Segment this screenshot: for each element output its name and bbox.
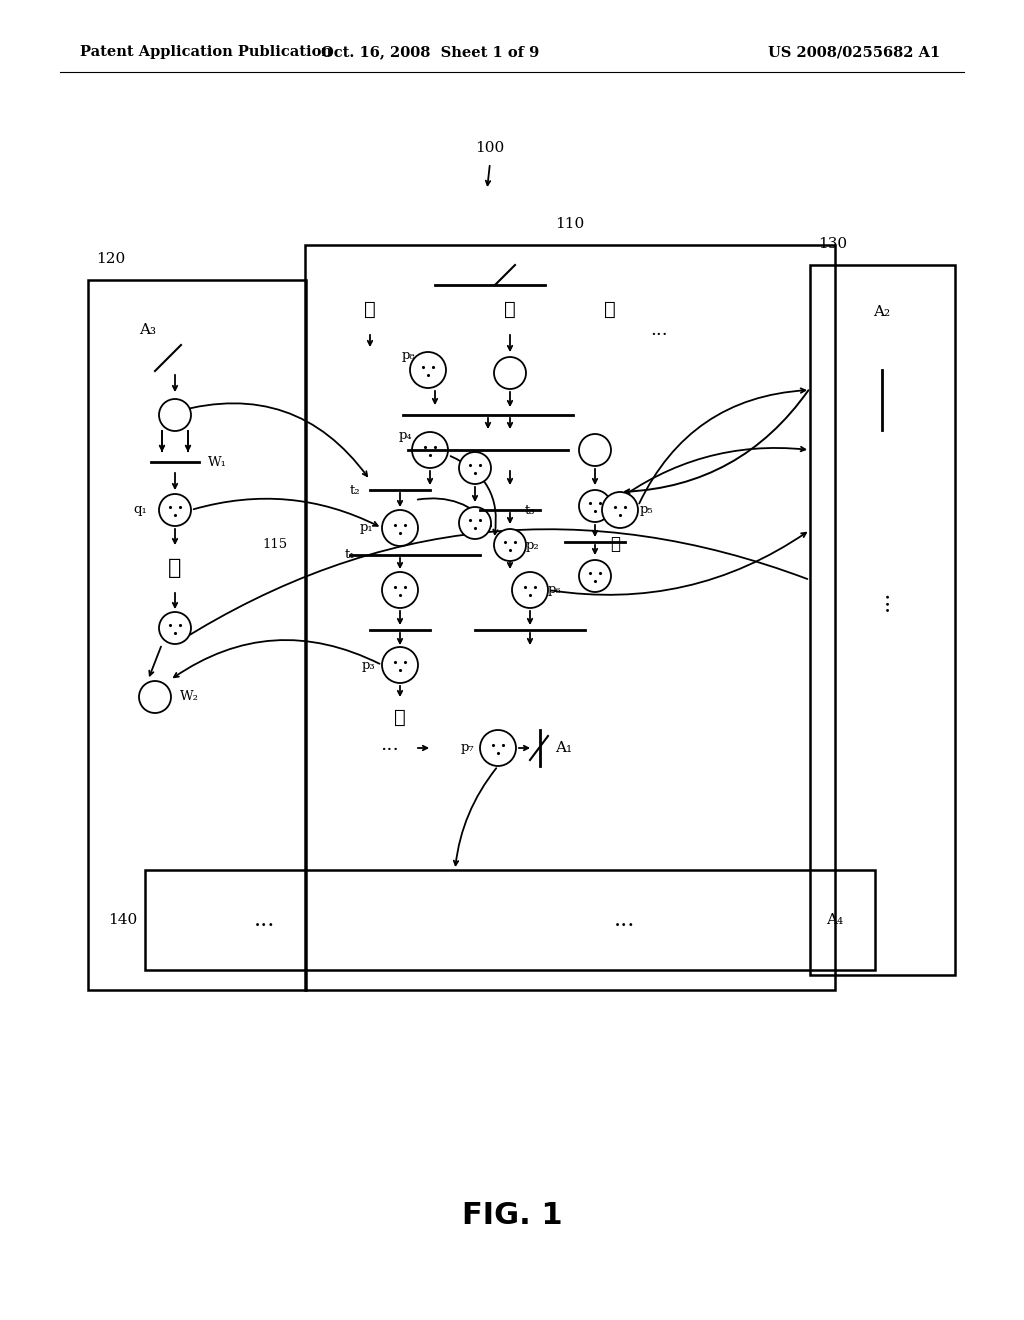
Bar: [145, 870, 874, 970]
Circle shape: [159, 399, 191, 432]
Circle shape: [159, 612, 191, 644]
Circle shape: [494, 356, 526, 389]
Text: p₃: p₃: [361, 659, 375, 672]
Circle shape: [459, 451, 490, 484]
Circle shape: [459, 507, 490, 539]
Text: ⋮: ⋮: [604, 301, 615, 319]
Circle shape: [382, 572, 418, 609]
Circle shape: [139, 681, 171, 713]
Text: 140: 140: [108, 913, 137, 927]
Text: p₄: p₄: [398, 429, 412, 442]
Circle shape: [410, 352, 446, 388]
Bar: [88, 280, 306, 990]
Text: ...: ...: [650, 321, 668, 339]
Text: 115: 115: [262, 539, 287, 552]
Text: 100: 100: [475, 141, 505, 154]
Circle shape: [579, 560, 611, 591]
Text: FIG. 1: FIG. 1: [462, 1200, 562, 1229]
Text: p₇: p₇: [460, 742, 474, 755]
Text: q₁: q₁: [133, 503, 147, 516]
Text: 120: 120: [96, 252, 125, 267]
Text: A₂: A₂: [873, 305, 891, 319]
Text: t₁: t₁: [344, 549, 355, 561]
Circle shape: [512, 572, 548, 609]
Text: W₁: W₁: [208, 455, 227, 469]
Text: p₂: p₂: [526, 539, 540, 552]
Text: ...: ...: [871, 589, 893, 611]
Text: ...: ...: [614, 909, 636, 931]
Circle shape: [382, 510, 418, 546]
Text: A₁: A₁: [555, 741, 572, 755]
Circle shape: [494, 529, 526, 561]
Text: A₃: A₃: [139, 323, 157, 337]
Text: A₄: A₄: [826, 913, 844, 927]
Circle shape: [480, 730, 516, 766]
Text: US 2008/0255682 A1: US 2008/0255682 A1: [768, 45, 940, 59]
Circle shape: [412, 432, 449, 469]
Text: Oct. 16, 2008  Sheet 1 of 9: Oct. 16, 2008 Sheet 1 of 9: [321, 45, 539, 59]
Text: t₃: t₃: [525, 503, 536, 516]
Text: 130: 130: [818, 238, 847, 251]
Text: p₆: p₆: [548, 583, 561, 597]
Circle shape: [579, 490, 611, 521]
Circle shape: [579, 434, 611, 466]
Text: p₁: p₁: [359, 521, 373, 535]
Text: ⋮: ⋮: [365, 301, 376, 319]
Bar: [810, 265, 955, 975]
Text: p₈: p₈: [401, 348, 415, 362]
Text: ...: ...: [254, 909, 275, 931]
Text: t₂: t₂: [349, 483, 360, 496]
Circle shape: [602, 492, 638, 528]
Text: ⋮: ⋮: [168, 557, 181, 579]
Circle shape: [382, 647, 418, 682]
Text: p₅: p₅: [640, 503, 653, 516]
Circle shape: [159, 494, 191, 525]
Text: Patent Application Publication: Patent Application Publication: [80, 45, 332, 59]
Text: ...: ...: [381, 737, 399, 754]
Text: ⋮: ⋮: [504, 301, 516, 319]
Bar: [305, 246, 835, 990]
Text: 110: 110: [555, 216, 585, 231]
Text: ...: ...: [391, 651, 409, 669]
Text: W₂: W₂: [180, 690, 199, 704]
Text: ⋯: ⋯: [610, 536, 620, 553]
Text: ⋮: ⋮: [394, 709, 406, 727]
